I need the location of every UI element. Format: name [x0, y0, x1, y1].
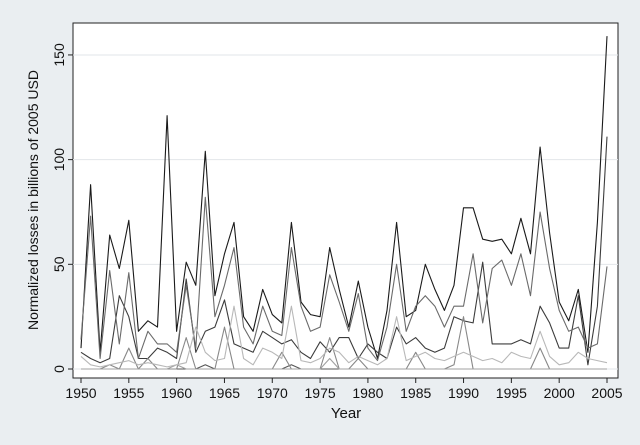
y-tick-label: 50: [51, 256, 67, 272]
x-tick-label: 1965: [209, 385, 240, 401]
x-tick-label: 1955: [113, 385, 144, 401]
y-tick-label: 0: [51, 365, 67, 373]
x-tick-label: 1980: [352, 385, 383, 401]
series-layer: [80, 36, 608, 370]
series-line-1: [80, 36, 608, 360]
x-tick-label: 1950: [65, 385, 96, 401]
x-tick-label: 1990: [448, 385, 479, 401]
x-tick-label: 2000: [544, 385, 575, 401]
x-tick-label: 1985: [400, 385, 431, 401]
x-axis-label: Year: [331, 405, 361, 422]
y-tick-label: 100: [51, 148, 67, 172]
series-line-4: [80, 196, 608, 362]
x-tick-label: 1995: [496, 385, 527, 401]
x-tick-label: 2005: [591, 385, 622, 401]
y-tick-label: 150: [51, 43, 67, 67]
x-tick-label: 1975: [305, 385, 336, 401]
series-line-6: [81, 357, 607, 370]
series-line-2: [80, 136, 608, 366]
axes: 0 50 100 150 1950 1955 1960 1965 1970 1975 1980 198…: [51, 43, 623, 401]
x-tick-label: 1960: [161, 385, 192, 401]
y-axis-label: Normalized losses in billions of 2005 US…: [25, 70, 41, 330]
x-tick-label: 1970: [257, 385, 288, 401]
series-line-7: [80, 305, 608, 368]
plot-area: [72, 22, 619, 379]
